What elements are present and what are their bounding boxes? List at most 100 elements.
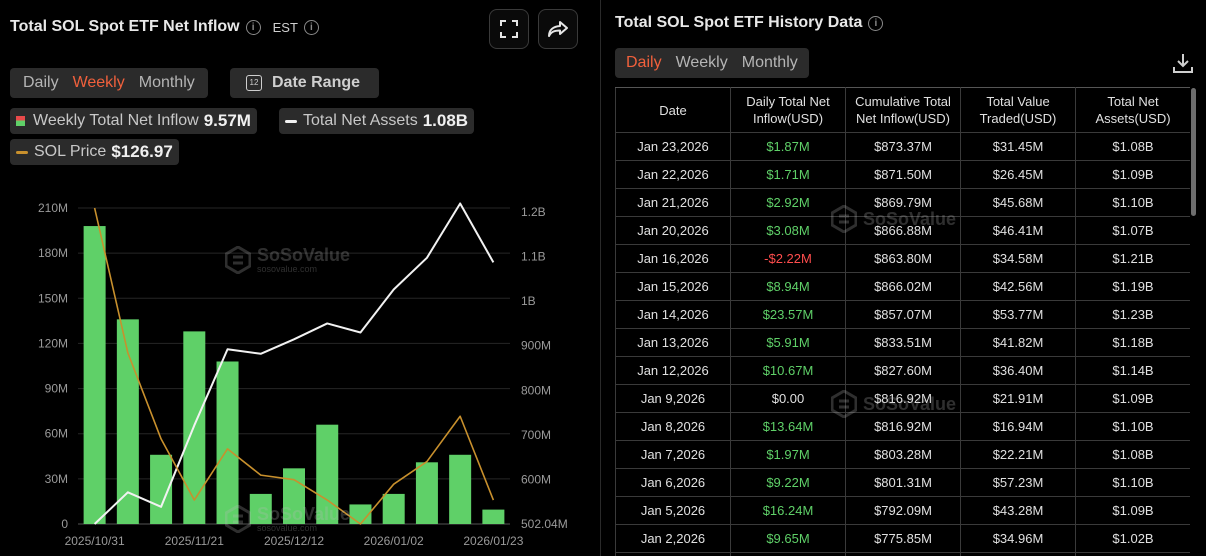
timezone-label: EST [272, 19, 298, 35]
column-header-4: Total Net Assets(USD) [1075, 87, 1190, 133]
legend-assets-value: 1.08B [422, 111, 469, 130]
chart-header: Total SOL Spot ETF Net Inflow i EST i [10, 18, 319, 36]
right-axis-tick: 1.1B [521, 250, 546, 264]
table-cell: $22.21M [960, 440, 1076, 469]
table-cell: Jan 22,2026 [615, 160, 731, 189]
left-axis-tick: 150M [38, 291, 68, 305]
info-icon[interactable]: i [868, 15, 884, 31]
sol-price-line [93, 207, 495, 525]
table-row[interactable]: Jan 13,2026 $5.91M $833.51M $41.82M $1.18B [615, 328, 1190, 357]
table-cell: $1.09B [1075, 384, 1190, 413]
legend-price[interactable]: SOL Price $126.97 [10, 139, 179, 165]
tab-weekly[interactable]: Weekly [72, 74, 125, 91]
table-cell: $1.10B [1075, 188, 1190, 217]
table-row[interactable]: Jan 6,2026 $9.22M $801.31M $57.23M $1.10B [615, 468, 1190, 497]
left-axis-tick: 0 [61, 517, 68, 531]
table-row[interactable]: Jan 22,2026 $1.71M $871.50M $26.45M $1.09B [615, 160, 1190, 189]
table-header-row: Date Daily Total Net Inflow(USD) Cumulative… [615, 87, 1190, 133]
table-cell: $827.60M [845, 356, 961, 385]
table-row[interactable]: Jan 9,2026 $0.00 $816.92M $21.91M $1.09B [615, 384, 1190, 413]
table-cell: $34.58M [960, 244, 1076, 273]
download-icon[interactable] [1172, 52, 1194, 74]
table-cell: Dec 31,2025 [615, 552, 731, 556]
tab-daily[interactable]: Daily [626, 54, 662, 71]
table-row[interactable]: Jan 15,2026 $8.94M $866.02M $42.56M $1.19B [615, 272, 1190, 301]
expand-icon [500, 20, 518, 38]
table-cell: $26.45M [960, 160, 1076, 189]
history-title: Total SOL Spot ETF History Data [615, 14, 863, 31]
column-header-line: Cumulative Total [855, 94, 951, 109]
table-row[interactable]: Jan 20,2026 $3.08M $866.88M $46.41M $1.07B [615, 216, 1190, 245]
fullscreen-button[interactable] [489, 9, 529, 49]
inflow-bar [415, 462, 438, 524]
table-scrollbar[interactable] [1191, 88, 1196, 216]
table-cell: $16.24M [730, 496, 846, 525]
date-range-button[interactable]: 12 Date Range [230, 68, 379, 98]
table-cell: $792.09M [845, 496, 961, 525]
table-cell: $857.07M [845, 300, 961, 329]
table-row[interactable]: Jan 2,2026 $9.65M $775.85M $34.96M $1.02B [615, 524, 1190, 553]
table-cell: $1.18B [1075, 328, 1190, 357]
calendar-icon: 12 [246, 75, 262, 91]
panel-divider [600, 0, 601, 556]
right-axis-tick: 900M [521, 339, 551, 353]
total-net-assets-line [93, 202, 495, 525]
inflow-chart[interactable]: 210M 180M 150M 120M 90M 60M 30M 0 1.2B 1.1B 1B 900M… [0, 190, 600, 556]
x-axis-tick: 2026/01/02 [364, 534, 424, 548]
history-header: Total SOL Spot ETF History Data i [615, 14, 884, 32]
x-axis-tick: 2025/12/12 [264, 534, 324, 548]
legend-assets[interactable]: Total Net Assets 1.08B [279, 108, 475, 134]
x-axis-tick: 2025/11/21 [165, 534, 224, 548]
info-icon[interactable]: i [245, 19, 261, 35]
table-cell: $816.92M [845, 412, 961, 441]
table-row[interactable]: Jan 14,2026 $23.57M $857.07M $53.77M $1.23B [615, 300, 1190, 329]
history-table: Date Daily Total Net Inflow(USD) Cumulative… [615, 87, 1190, 556]
table-cell: $1.09B [1075, 160, 1190, 189]
inflow-bar [382, 493, 405, 524]
table-cell: $3.08M [730, 216, 846, 245]
history-table-container[interactable]: Date Daily Total Net Inflow(USD) Cumulative… [615, 87, 1190, 556]
net-inflow-panel: Total SOL Spot ETF Net Inflow i EST i Da… [0, 0, 600, 556]
table-row[interactable]: Jan 7,2026 $1.97M $803.28M $22.21M $1.08B [615, 440, 1190, 469]
tab-monthly[interactable]: Monthly [138, 74, 195, 91]
table-cell: $866.88M [845, 216, 961, 245]
table-cell: $9.65M [730, 524, 846, 553]
table-cell: $1.10B [1075, 468, 1190, 497]
table-cell: $21.31M [960, 552, 1076, 556]
bar-swatch-icon [16, 116, 25, 126]
table-cell: $803.28M [845, 440, 961, 469]
legend-inflow[interactable]: Weekly Total Net Inflow 9.57M [10, 108, 257, 134]
column-header-1: Daily Total Net Inflow(USD) [730, 87, 846, 133]
chart-title: Total SOL Spot ETF Net Inflow [10, 18, 240, 35]
table-row[interactable]: Jan 8,2026 $13.64M $816.92M $16.94M $1.10B [615, 412, 1190, 441]
table-row[interactable]: Jan 16,2026 -$2.22M $863.80M $34.58M $1.21B [615, 244, 1190, 273]
table-cell: $16.94M [960, 412, 1076, 441]
table-cell: $5.91M [730, 328, 846, 357]
share-icon [548, 21, 568, 37]
column-header-line: Inflow(USD) [752, 111, 824, 126]
share-button[interactable] [538, 9, 578, 49]
tab-monthly[interactable]: Monthly [741, 54, 798, 71]
tab-daily[interactable]: Daily [23, 74, 59, 91]
table-cell: Jan 9,2026 [615, 384, 731, 413]
legend-price-value: $126.97 [111, 142, 173, 161]
table-cell: $2.92M [730, 188, 846, 217]
table-cell: Jan 16,2026 [615, 244, 731, 273]
table-cell: $1.71M [730, 160, 846, 189]
table-row[interactable]: Jan 12,2026 $10.67M $827.60M $36.40M $1.14B [615, 356, 1190, 385]
table-cell: $866.02M [845, 272, 961, 301]
table-cell: $57.23M [960, 468, 1076, 497]
inflow-bar [116, 319, 139, 524]
table-cell: $801.31M [845, 468, 961, 497]
table-row[interactable]: Jan 5,2026 $16.24M $792.09M $43.28M $1.09B [615, 496, 1190, 525]
table-row[interactable]: Jan 23,2026 $1.87M $873.37M $31.45M $1.08B [615, 132, 1190, 161]
table-row[interactable]: Dec 31,2025$1.47M$766.20M$21.31M$0.98B [615, 552, 1190, 556]
table-cell: Jan 7,2026 [615, 440, 731, 469]
table-row[interactable]: Jan 21,2026 $2.92M $869.79M $45.68M $1.10B [615, 188, 1190, 217]
table-cell: -$2.22M [730, 244, 846, 273]
tab-weekly[interactable]: Weekly [675, 54, 728, 71]
table-cell: Jan 8,2026 [615, 412, 731, 441]
table-cell: $871.50M [845, 160, 961, 189]
timezone-info-icon[interactable]: i [303, 19, 319, 35]
table-cell: $0.00 [730, 384, 846, 413]
